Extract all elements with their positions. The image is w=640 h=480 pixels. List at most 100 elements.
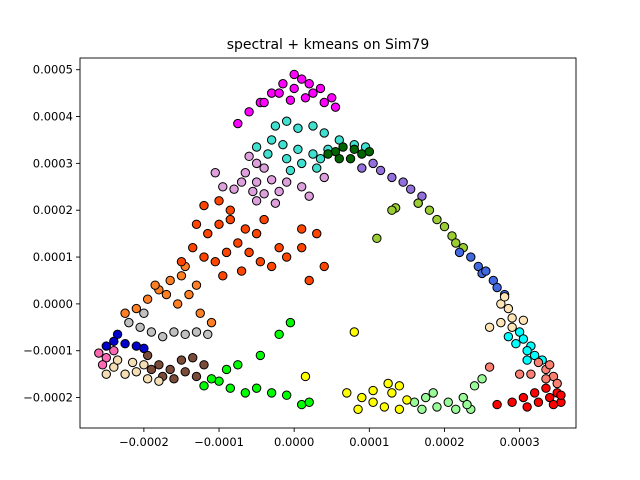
scatter-point [180, 329, 190, 340]
scatter-point [477, 374, 487, 384]
scatter-point [327, 93, 337, 103]
scatter-point [368, 385, 378, 396]
scatter-point [266, 261, 277, 272]
scatter-point [507, 313, 517, 323]
scatter-point [417, 191, 427, 201]
scatter-point [131, 367, 142, 377]
scatter-point [297, 242, 307, 253]
y-tick-label: 0.0002 [33, 203, 73, 217]
scatter-point [492, 282, 502, 293]
scatter-point [191, 219, 202, 229]
scatter-point [281, 116, 292, 126]
scatter-point [518, 392, 529, 403]
scatter-point [188, 353, 198, 363]
scatter-point [499, 292, 510, 302]
scatter-point [458, 392, 468, 403]
scatter-point [285, 317, 296, 328]
scatter-point [184, 289, 194, 300]
scatter-point [259, 163, 269, 173]
scatter-point [372, 233, 382, 244]
scatter-point [349, 144, 359, 155]
scatter-point [285, 165, 296, 176]
scatter-point [451, 238, 461, 248]
scatter-point [206, 374, 217, 384]
scatter-point [297, 74, 307, 84]
scatter-point [398, 177, 408, 187]
scatter-point [161, 289, 172, 300]
scatter-point [417, 404, 427, 414]
scatter-point [312, 163, 322, 173]
scatter-point [522, 402, 532, 412]
scatter-point [319, 97, 329, 108]
scatter-point [514, 369, 525, 379]
scatter-point [203, 329, 213, 340]
scatter-point [334, 135, 344, 145]
scatter-point [481, 266, 491, 276]
scatter-point [150, 280, 160, 290]
scatter-point [255, 350, 266, 361]
scatter-point [221, 364, 232, 375]
scatter-point [443, 397, 453, 407]
scatter-point [135, 322, 145, 332]
scatter-point [139, 360, 149, 370]
scatter-point [218, 271, 228, 281]
scatter-point [142, 374, 153, 384]
scatter-point [387, 388, 397, 398]
scatter-point [394, 381, 405, 391]
scatter-point [199, 381, 209, 391]
scatter-point [146, 327, 157, 337]
scatter-point [387, 172, 397, 183]
x-axis: −0.0002 −0.0001 0.0000 0.0001 0.0002 0.0003 [119, 428, 540, 449]
scatter-point [552, 378, 562, 389]
scatter-point [97, 360, 108, 370]
scatter-point [251, 158, 262, 169]
scatter-point [165, 364, 175, 375]
scatter-point [297, 182, 307, 192]
scatter-point [281, 154, 292, 164]
scatter-point [379, 402, 390, 412]
y-tick-label: −0.0002 [23, 391, 73, 405]
scatter-point [142, 294, 153, 304]
scatter-point [548, 399, 559, 410]
scatter-point [383, 378, 393, 389]
scatter-point [139, 308, 149, 318]
scatter-point [357, 392, 367, 403]
scatter-point [191, 327, 202, 337]
scatter-point [124, 317, 134, 328]
scatter-point [266, 388, 277, 398]
scatter-point [251, 228, 262, 239]
scatter-point [488, 275, 499, 286]
scatter-point [165, 275, 175, 286]
scatter-point [251, 383, 262, 393]
scatter-point [319, 128, 329, 138]
scatter-point [387, 205, 397, 215]
scatter-point [199, 200, 209, 211]
scatter-point [511, 339, 521, 349]
scatter-point [109, 336, 119, 347]
scatter-point [526, 369, 536, 379]
scatter-point [259, 214, 269, 225]
scatter-point [413, 198, 423, 208]
scatter-point [214, 196, 224, 206]
scatter-point [199, 252, 209, 262]
y-tick-label: 0.0005 [33, 63, 73, 77]
scatter-point [259, 189, 269, 199]
scatter-point [507, 322, 517, 332]
scatter-point [206, 317, 217, 328]
x-tick-label: 0.0003 [500, 435, 540, 449]
scatter-point [541, 374, 551, 384]
scatter-point [545, 360, 555, 370]
scatter-point [157, 331, 168, 342]
scatter-point [308, 149, 318, 159]
scatter-point [484, 362, 495, 372]
scatter-point [353, 404, 363, 414]
scatter-point [424, 205, 435, 215]
scatter-point [218, 182, 228, 192]
scatter-point [225, 205, 236, 215]
scatter-point [225, 214, 236, 225]
scatter-point [451, 404, 461, 414]
scatter-point [496, 317, 506, 328]
scatter-point [300, 371, 311, 382]
scatter-point [432, 402, 442, 412]
